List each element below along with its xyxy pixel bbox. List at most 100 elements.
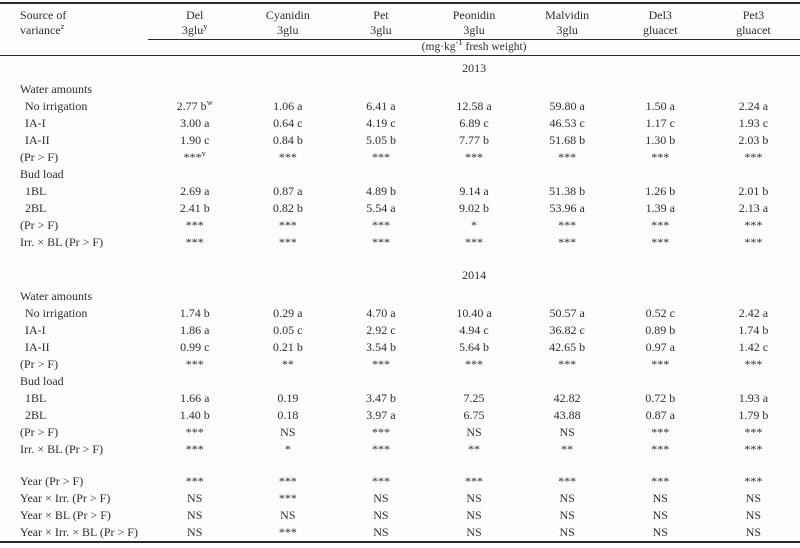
header-row: Source of variancez Del 3gluy Cyanidin 3glu…	[0, 3, 800, 40]
row-label: 2BL	[25, 201, 47, 215]
value-cell: NS	[559, 425, 575, 439]
data-row: IA-II 0.99 c 0.21 b 3.54 b 5.64 b 42.65 b 0.97…	[0, 339, 800, 356]
value-cell: NS	[559, 525, 575, 539]
column-name: Peonidin	[452, 8, 496, 22]
value-cell: 0.99 c	[180, 340, 210, 354]
value-cell: ***	[185, 218, 204, 232]
value-cell: ***	[185, 425, 204, 439]
value-cell: NS	[652, 525, 668, 539]
value-cell: **	[281, 357, 294, 371]
column-name: Del3	[648, 8, 672, 22]
value-cell: ***	[278, 218, 297, 232]
footnote-marker: y	[203, 21, 208, 31]
value-cell: 2.13 a	[738, 201, 769, 215]
value-cell: NS	[187, 491, 203, 505]
row-label: Year × Irr. (Pr > F)	[20, 491, 111, 505]
value-cell: 5.64 b	[459, 340, 490, 354]
row-label: (Pr > F)	[20, 150, 59, 164]
value-cell: 2.24 a	[738, 99, 769, 113]
value-cell: ***	[744, 442, 763, 456]
value-cell: 9.14 a	[459, 184, 489, 198]
column-name: Cyanidin	[265, 8, 310, 22]
data-row: (Pr > F) *** ** *** *** *** *** ***	[0, 356, 800, 373]
data-row: 2BL 2.41 b 0.82 b 5.54 a 9.02 b 53.96 a 1.39 a…	[0, 200, 800, 217]
value-cell: 0.21 b	[272, 340, 303, 354]
data-row: IA-I 1.86 a 0.05 c 2.92 c 4.94 c 36.82 c 0.89 …	[0, 322, 800, 339]
column-header: Cyanidin 3glu	[241, 3, 335, 40]
value-cell: 53.96 a	[549, 201, 585, 215]
row-label: 2BL	[25, 408, 47, 422]
value-cell: NS	[466, 425, 482, 439]
value-cell: 5.05 b	[365, 133, 396, 147]
value-cell: ***	[278, 491, 297, 505]
value-cell: 6.75	[463, 408, 485, 422]
value-cell: ***	[558, 235, 577, 249]
value-cell: ***	[744, 150, 763, 164]
value-cell: ***	[278, 235, 297, 249]
value-cell: **	[468, 442, 481, 456]
data-row: Irr. × BL (Pr > F) *** *** *** *** *** *** ***	[0, 234, 800, 251]
value-cell: ***	[371, 218, 390, 232]
value-cell: 0.52 c	[645, 306, 675, 320]
column-subname: gluacet	[642, 23, 678, 37]
row-label	[0, 56, 148, 82]
column-name: Pet	[373, 8, 389, 22]
value-cell: 59.80 a	[549, 99, 585, 113]
value-cell: ***	[744, 425, 763, 439]
column-header: Pet3 gluacet	[706, 3, 800, 40]
value-cell: NS	[745, 525, 762, 539]
corner-header: Source of variancez	[0, 3, 148, 40]
data-row: (Pr > F) *** NS *** NS NS *** ***	[0, 424, 800, 441]
year-label: 2013	[462, 61, 487, 75]
data-row: Irr. × BL (Pr > F) *** * *** ** ** *** ***	[0, 441, 800, 458]
value-cell: 1.90 c	[180, 133, 210, 147]
section-row: Water amounts	[0, 288, 800, 305]
row-label: IA-I	[25, 116, 46, 130]
value-cell: ***	[651, 235, 670, 249]
value-cell: 2.42 a	[738, 306, 769, 320]
value-cell: 0.64 c	[273, 116, 303, 130]
section-row: Water amounts	[0, 81, 800, 98]
value-cell: 3.00 a	[180, 116, 210, 130]
value-cell: 0.19	[277, 391, 299, 405]
value-cell: **	[561, 442, 574, 456]
value-cell: 5.54 a	[366, 201, 396, 215]
column-header: Malvidin 3glu	[520, 3, 614, 40]
value-cell: NS	[373, 491, 389, 505]
value-cell: 9.02 b	[459, 201, 490, 215]
value-cell: 0.87 a	[645, 408, 675, 422]
value-cell: 4.70 a	[366, 306, 396, 320]
row-label: Irr. × BL (Pr > F)	[20, 442, 104, 456]
data-row: IA-II 1.90 c 0.84 b 5.05 b 7.77 b 51.68 b 1.30…	[0, 132, 800, 149]
value-cell: 4.19 c	[366, 116, 396, 130]
value-cell: 2.92 c	[366, 323, 396, 337]
row-label: (Pr > F)	[20, 218, 59, 232]
row-label: IA-I	[25, 323, 46, 337]
row-label: Irr. × BL (Pr > F)	[20, 235, 104, 249]
value-cell: 2.03 b	[738, 133, 769, 147]
value-cell: ***	[465, 150, 484, 164]
value-cell: NS	[559, 491, 575, 505]
data-row: No irrigation 2.77 bw 1.06 a 6.41 a 12.58 a 5…	[0, 98, 800, 115]
value-cell: ***	[185, 474, 204, 488]
table-body: 2013 Water amounts No irrigation 2.77 bw 1.0…	[0, 56, 800, 543]
value-cell: 0.72 b	[645, 391, 676, 405]
value-cell: 6.41 a	[366, 99, 396, 113]
value-cell: 1.74 b	[738, 323, 769, 337]
value-cell: ***	[651, 218, 670, 232]
value-cell: ***	[558, 150, 577, 164]
value-cell: NS	[187, 525, 203, 539]
row-label	[0, 263, 148, 288]
value-cell: ***	[558, 474, 577, 488]
column-subname: 3glu	[370, 23, 392, 37]
value-cell: 6.89 c	[459, 116, 489, 130]
units-spacer	[0, 39, 149, 56]
value-cell: NS	[745, 491, 762, 505]
value-cell: 1.06 a	[273, 99, 303, 113]
units-label: (mg·kg-1 fresh weight)	[148, 38, 800, 56]
value-cell: *	[284, 442, 291, 456]
value-cell: ***	[371, 425, 390, 439]
value-cell: ***	[278, 525, 297, 539]
